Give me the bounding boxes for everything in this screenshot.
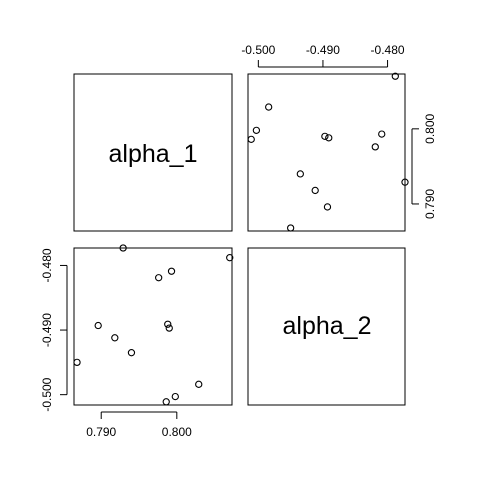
top-right-y-axis-right: 0.790 0.800 — [411, 113, 437, 219]
diagonal-label-alpha-1: alpha_1 — [109, 140, 198, 168]
tr-x-tick-label-2: -0.480 — [371, 43, 405, 57]
scatter-point-tr-11 — [247, 135, 255, 144]
scatter-point-tr-2 — [371, 143, 379, 151]
panel-alpha-1-label — [73, 73, 233, 232]
scatter-point-tr-1 — [378, 130, 386, 138]
scatter-point-bl-6 — [111, 334, 119, 342]
scatter-point-bl-10 — [171, 392, 179, 401]
bl-y-tick-label-2: -0.480 — [40, 248, 54, 282]
scatter-point-bl-9 — [195, 380, 203, 388]
panel-top-right-scatter — [247, 73, 406, 232]
bl-y-tick-label-0: -0.500 — [40, 377, 54, 411]
tr-y-tick-label-1: 0.800 — [423, 113, 437, 143]
scatter-point-bl-4 — [165, 324, 173, 332]
scatter-point-bl-7 — [127, 349, 136, 357]
tr-x-tick-label-1: -0.490 — [306, 43, 340, 57]
scatter-point-bl-0 — [226, 254, 234, 262]
scatter-point-bl-11 — [162, 398, 170, 406]
scatter-point-tr-4 — [321, 132, 329, 140]
scatter-point-bl-2 — [155, 274, 163, 282]
scatter-point-tr-0 — [391, 72, 399, 80]
panel-bottom-left-scatter — [73, 247, 233, 406]
scatter-point-bl-3 — [164, 320, 172, 328]
bl-x-tick-label-1: 0.800 — [162, 425, 192, 439]
bl-x-tick-label-0: 0.790 — [86, 425, 116, 439]
scatter-point-tr-10 — [252, 126, 261, 134]
scatter-point-tr-3 — [325, 134, 333, 142]
tr-x-tick-label-0: -0.500 — [241, 43, 275, 57]
scatter-point-tr-8 — [286, 224, 295, 232]
bottom-left-y-axis-left: -0.500 -0.490 -0.480 — [40, 248, 68, 412]
scatter-point-tr-9 — [265, 103, 273, 111]
top-right-points — [247, 72, 409, 232]
top-right-x-axis-top: -0.500 -0.490 -0.480 — [241, 43, 405, 68]
scatter-point-bl-8 — [73, 358, 81, 367]
scatter-point-tr-12 — [401, 178, 409, 186]
scatter-point-tr-6 — [311, 186, 319, 195]
panel-alpha-2-label — [247, 247, 406, 406]
scatter-point-tr-7 — [296, 170, 304, 178]
scatter-point-bl-12 — [119, 244, 127, 252]
scatter-point-bl-1 — [167, 267, 176, 275]
diagonal-label-alpha-2: alpha_2 — [283, 312, 372, 340]
bottom-left-x-axis-bottom: 0.790 0.800 — [86, 411, 192, 439]
scatter-point-tr-5 — [323, 203, 332, 211]
tr-y-tick-label-0: 0.790 — [423, 189, 437, 219]
scatter-point-bl-5 — [94, 321, 102, 330]
bl-y-tick-label-1: -0.490 — [40, 313, 54, 347]
bottom-left-points — [73, 244, 234, 406]
